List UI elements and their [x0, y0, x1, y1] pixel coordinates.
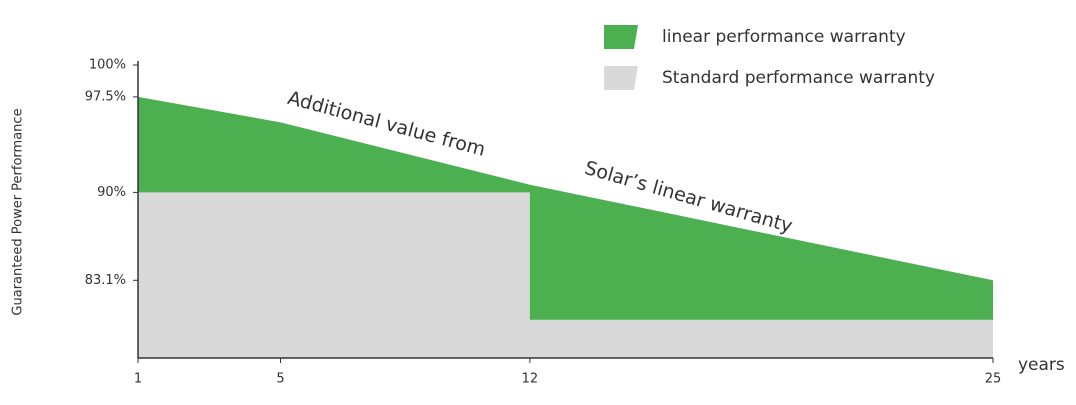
area — [138, 192, 993, 358]
y-tick-label: 83.1% — [85, 273, 126, 288]
y-axis-label: Guaranteed Power Performance — [11, 108, 26, 315]
x-tick-label: 5 — [276, 372, 284, 387]
x-tick-label: 25 — [985, 372, 1002, 387]
x-tick-label: 12 — [522, 372, 539, 387]
legend-swatch — [604, 66, 638, 90]
x-axis-label: years — [1018, 355, 1065, 375]
y-tick-label: 100% — [89, 58, 126, 73]
x-tick-label: 1 — [134, 372, 142, 387]
legend-label: Standard performance warranty — [662, 68, 935, 88]
y-tick-label: 90% — [97, 185, 126, 200]
legend-label: linear performance warranty — [662, 27, 906, 47]
y-tick-label: 97.5% — [85, 89, 126, 104]
legend-swatch — [604, 25, 638, 49]
